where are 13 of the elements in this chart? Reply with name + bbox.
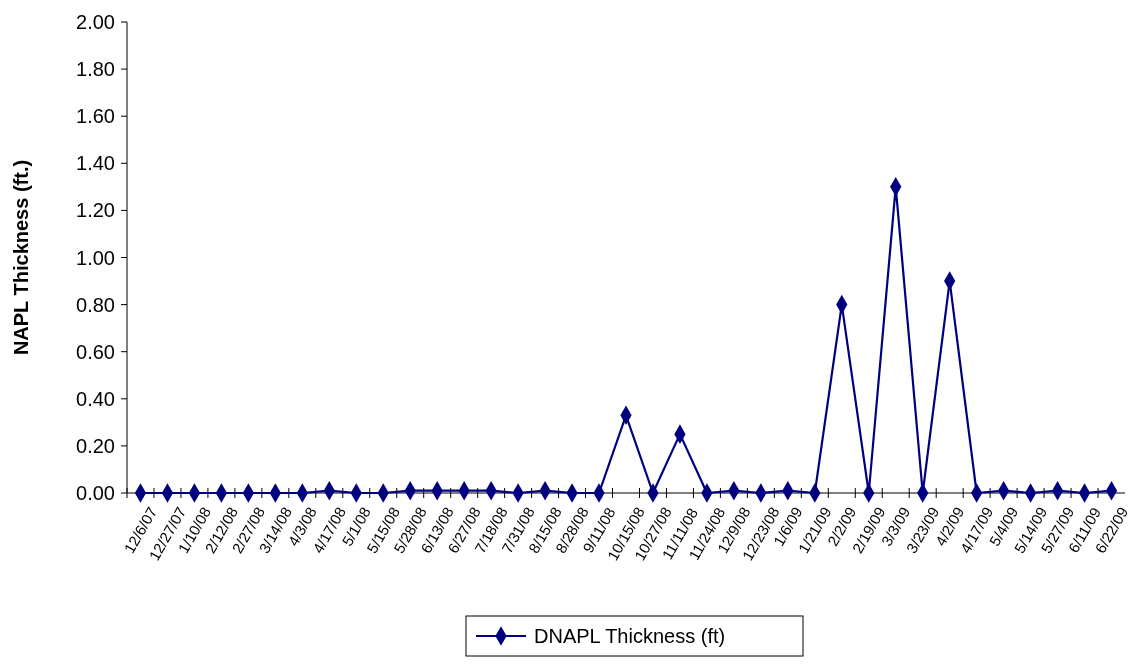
y-tick-label: 2.00 xyxy=(76,11,115,33)
legend-label: DNAPL Thickness (ft) xyxy=(534,625,726,647)
y-tick-label: 0.00 xyxy=(76,482,115,504)
y-tick-label: 1.00 xyxy=(76,246,115,269)
y-tick-label: 1.20 xyxy=(76,199,115,222)
y-tick-label: 1.40 xyxy=(76,152,115,175)
y-tick-label: 0.60 xyxy=(76,340,115,363)
y-tick-label: 0.40 xyxy=(76,387,115,410)
y-tick-label: 0.20 xyxy=(76,434,115,457)
y-tick-label: 1.60 xyxy=(76,105,115,128)
y-axis-title: NAPL Thickness (ft.) xyxy=(10,159,32,356)
y-tick-label: 0.80 xyxy=(76,293,115,316)
y-tick-label: 1.80 xyxy=(76,58,115,81)
